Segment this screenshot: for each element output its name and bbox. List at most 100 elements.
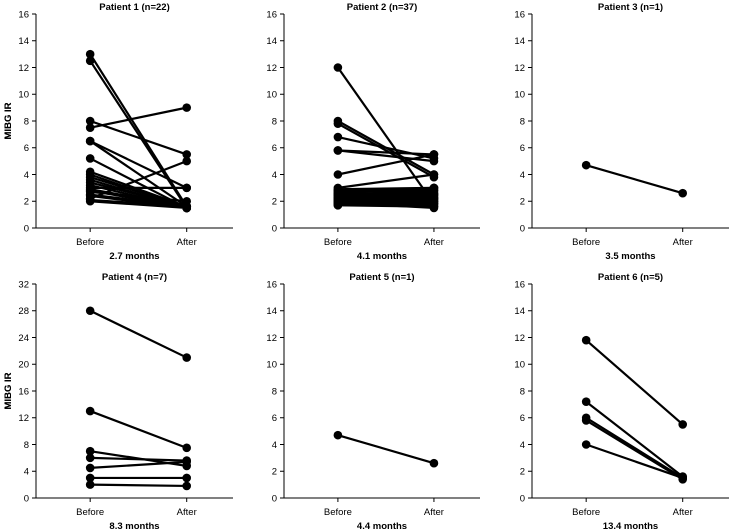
series-line xyxy=(337,189,435,200)
series-5 xyxy=(85,457,192,473)
point-before xyxy=(333,132,343,142)
y-tick-label: 16 xyxy=(266,279,277,290)
point-before xyxy=(333,200,343,210)
y-tick-label: 16 xyxy=(18,9,29,20)
series-5 xyxy=(581,440,688,483)
chart-title: Patient 5 (n=1) xyxy=(349,272,414,283)
x-axis-label: 4.1 months xyxy=(357,251,407,262)
point-before xyxy=(333,430,343,440)
series-line xyxy=(585,164,684,195)
y-tick-label: 8 xyxy=(520,116,525,127)
point-after xyxy=(182,203,192,213)
point-before xyxy=(85,480,95,489)
chart-panel-4: Patient 4 (n=7) 0 4 8 12 16 20 24 28 32 Before Afte… xyxy=(3,272,233,531)
point-before xyxy=(85,123,95,132)
series-line xyxy=(337,186,435,195)
series-line xyxy=(337,122,435,179)
chart-title: Patient 4 (n=7) xyxy=(102,272,167,283)
chart-title: Patient 2 (n=37) xyxy=(347,2,417,13)
point-before xyxy=(581,397,591,407)
point-before xyxy=(85,306,95,316)
point-before xyxy=(581,160,591,170)
series-line xyxy=(337,186,435,206)
point-after xyxy=(182,150,192,159)
series-3 xyxy=(85,116,192,159)
y-tick-label: 0 xyxy=(272,493,277,504)
series-line xyxy=(89,309,188,359)
point-after xyxy=(429,156,439,166)
point-before xyxy=(333,194,343,203)
point-before xyxy=(85,56,95,66)
series-line xyxy=(337,173,435,189)
x-tick-label-before: Before xyxy=(324,507,352,518)
point-before xyxy=(85,453,95,463)
y-tick-label: 2 xyxy=(520,197,525,208)
point-before xyxy=(85,446,95,456)
point-after xyxy=(182,457,192,467)
series-line xyxy=(337,149,435,163)
y-tick-label: 10 xyxy=(514,360,525,371)
y-tick-label: 8 xyxy=(272,386,277,397)
y-tick-label: 8 xyxy=(24,116,29,127)
y-tick-label: 14 xyxy=(266,36,277,47)
y-tick-label: 2 xyxy=(272,467,277,478)
y-tick-label: 4 xyxy=(272,170,277,181)
point-before xyxy=(333,146,343,155)
series-6 xyxy=(85,473,192,483)
series-line xyxy=(585,443,684,479)
point-after xyxy=(429,202,439,211)
y-tick-label: 28 xyxy=(18,306,29,317)
series-22 xyxy=(85,196,192,213)
point-after xyxy=(678,188,688,198)
y-tick-label: 0 xyxy=(24,493,29,504)
y-tick-label: 4 xyxy=(24,170,29,181)
y-tick-label: 14 xyxy=(18,36,29,47)
point-after xyxy=(429,170,439,179)
point-before xyxy=(85,196,95,206)
point-before xyxy=(581,335,591,345)
y-tick-label: 12 xyxy=(18,63,29,74)
x-tick-label-before: Before xyxy=(76,237,104,248)
series-line xyxy=(89,410,188,449)
series-6 xyxy=(333,146,439,166)
x-axis-label: 3.5 months xyxy=(605,251,655,262)
y-tick-label: 14 xyxy=(514,36,525,47)
y-tick-label: 12 xyxy=(514,63,525,74)
chart-panel-3: Patient 3 (n=1) 0 2 4 6 8 10 12 14 16 Before After 3… xyxy=(514,2,729,262)
y-tick-label: 0 xyxy=(24,223,29,234)
series-37 xyxy=(333,186,439,203)
series-line xyxy=(337,66,435,205)
point-before xyxy=(85,49,95,59)
x-axis-label: 2.7 months xyxy=(109,251,159,262)
series-line xyxy=(89,140,188,208)
series-line xyxy=(90,456,187,462)
x-tick-label-after: After xyxy=(177,507,197,518)
x-tick-label-before: Before xyxy=(572,237,600,248)
x-tick-label-after: After xyxy=(424,237,444,248)
series-line xyxy=(90,460,187,470)
chart-title: Patient 1 (n=22) xyxy=(99,2,169,13)
point-before xyxy=(85,154,95,163)
y-tick-label: 0 xyxy=(520,493,525,504)
series-2 xyxy=(581,397,688,481)
y-tick-label: 8 xyxy=(520,386,525,397)
point-before xyxy=(333,170,343,179)
series-1 xyxy=(581,335,688,429)
series-1 xyxy=(85,306,192,362)
series-line xyxy=(90,200,187,210)
y-tick-label: 2 xyxy=(520,467,525,478)
series-line xyxy=(89,60,188,209)
y-tick-label: 6 xyxy=(272,143,277,154)
y-tick-label: 6 xyxy=(520,413,525,424)
chart-panel-2: Patient 2 (n=37) 0 2 4 6 8 10 12 14 16 Before After… xyxy=(3,2,480,262)
point-after xyxy=(429,458,439,468)
x-tick-label-after: After xyxy=(673,507,693,518)
series-line xyxy=(337,434,435,465)
point-after xyxy=(182,156,192,166)
y-tick-label: 12 xyxy=(514,333,525,344)
x-tick-label-after: After xyxy=(673,237,693,248)
y-tick-label: 12 xyxy=(266,63,277,74)
point-before xyxy=(85,406,95,416)
y-tick-label: 8 xyxy=(272,116,277,127)
